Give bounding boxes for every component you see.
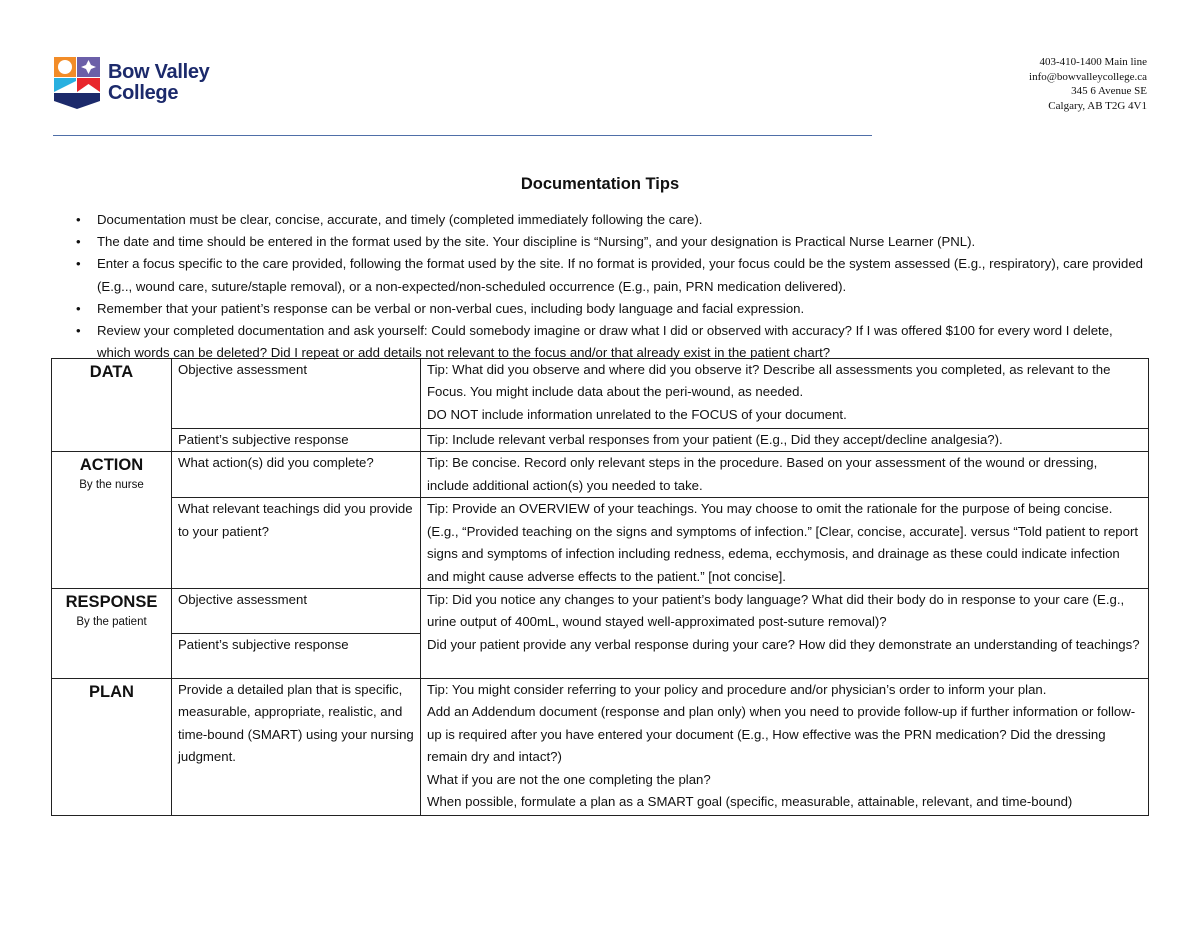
list-item: • Review your completed documentation and… (76, 320, 1146, 364)
list-item: • Documentation must be clear, concise, a… (76, 209, 1146, 231)
email: info@bowvalleycollege.ca (1029, 70, 1147, 83)
tip-cell: Tip: You might consider referring to you… (420, 678, 1149, 817)
table-row: ACTION By the nurse What action(s) did yo… (51, 451, 1149, 590)
bullet-icon: • (76, 212, 81, 227)
tip-cell: Tip: What did you observe and where did … (420, 358, 1149, 429)
list-item: • Remember that your patient’s response c… (76, 298, 1146, 320)
tips-list: • Documentation must be clear, concise, a… (76, 209, 1146, 364)
table-row: Patient’s subjective response Tip: Inclu… (52, 427, 1149, 453)
table-row: RESPONSE By the patient Objective assessm… (51, 588, 1149, 680)
logo-wordmark: Bow Valley College (108, 61, 210, 104)
contact-block: 403-410-1400 Main line info@bowvalleycol… (1029, 55, 1147, 113)
address-street: 345 6 Avenue SE (1071, 85, 1147, 97)
documentation-table: DATA Objective assessment Tip: What did … (51, 357, 1149, 817)
page-title: Documentation Tips (520, 175, 680, 193)
bullet-icon: • (76, 256, 81, 272)
address-city: Calgary, AB T2G 4V1 (1048, 99, 1147, 112)
bullet-icon: • (76, 234, 81, 250)
phone: 403-410-1400 Main line (1039, 56, 1147, 68)
list-item: • The date and time should be entered in … (76, 231, 1146, 253)
header-divider (53, 135, 872, 136)
section-response: RESPONSE By the patient (51, 588, 172, 680)
tip-cell: Tip: Did you notice any changes to your … (420, 588, 1149, 680)
section-data: DATA (51, 357, 172, 453)
shield-logo-icon (54, 57, 100, 109)
college-logo: Bow Valley College (54, 57, 210, 109)
section-action: ACTION By the nurse (51, 451, 172, 590)
bullet-icon: • (76, 300, 81, 316)
table-row: DATA Objective assessment Tip: What did … (51, 357, 1149, 453)
section-plan: PLAN (51, 678, 172, 817)
table-row: What relevant teachings did you provide … (52, 497, 1149, 590)
list-item: • Enter a focus specific to the care prov… (76, 253, 1146, 297)
table-row: PLAN Provide a detailed plan that is spe… (51, 678, 1149, 817)
bullet-icon: • (76, 323, 81, 339)
